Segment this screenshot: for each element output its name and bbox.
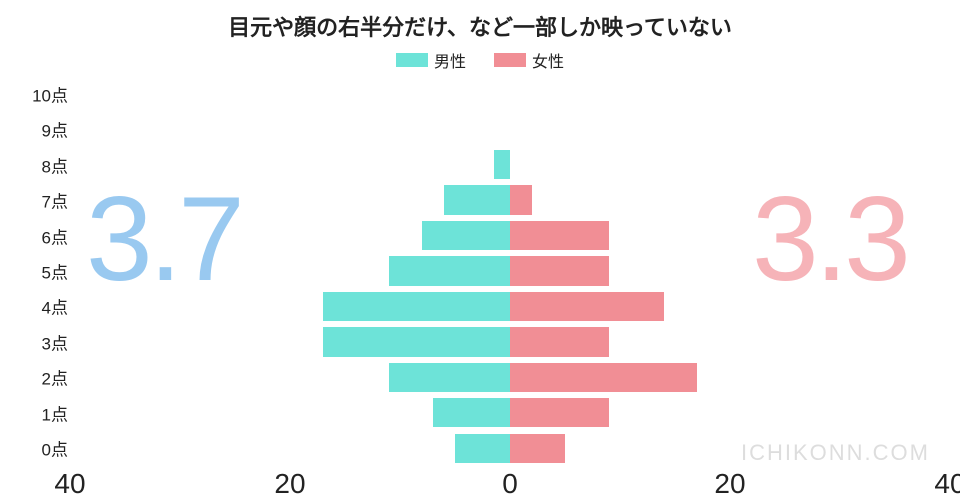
legend-swatch-female [494,53,526,67]
bar-male [389,256,510,285]
y-tick-label: 0点 [42,436,68,461]
x-axis: 402002040 [70,466,950,504]
y-tick-label: 6点 [42,223,68,248]
legend: 男性 女性 [0,48,960,72]
bar-female [510,256,609,285]
bar-male [444,185,510,214]
bar-female [510,434,565,463]
chart-row [70,324,950,359]
bar-male [422,221,510,250]
x-tick-label: 20 [714,468,745,500]
bar-male [323,327,510,356]
chart-row [70,360,950,395]
legend-label-male: 男性 [434,48,466,72]
x-tick-label: 20 [274,468,305,500]
y-tick-label: 5点 [42,258,68,283]
chart-row [70,147,950,182]
y-tick-label: 4点 [42,294,68,319]
y-tick-label: 3点 [42,329,68,354]
y-tick-label: 7点 [42,188,68,213]
x-tick-label: 40 [54,468,85,500]
bar-male [389,363,510,392]
legend-swatch-male [396,53,428,67]
bar-male [323,292,510,321]
chart-area [70,76,950,466]
y-tick-label: 8点 [42,152,68,177]
legend-label-female: 女性 [532,48,564,72]
y-tick-label: 1点 [42,400,68,425]
bar-male [455,434,510,463]
x-tick-label: 40 [934,468,960,500]
bar-female [510,363,697,392]
legend-item-male: 男性 [396,48,466,72]
chart-row [70,253,950,288]
plot-area [70,76,950,466]
chart-title: 目元や顔の右半分だけ、など一部しか映っていない [0,0,960,42]
chart-row [70,289,950,324]
x-tick-label: 0 [502,468,518,500]
legend-item-female: 女性 [494,48,564,72]
y-tick-label: 9点 [42,117,68,142]
chart-row [70,111,950,146]
bar-female [510,292,664,321]
bar-male [494,150,511,179]
chart-row [70,76,950,111]
chart-row [70,218,950,253]
bar-female [510,185,532,214]
chart-row [70,395,950,430]
watermark: ICHIKONN.COM [741,440,930,466]
bar-female [510,327,609,356]
y-tick-label: 10点 [32,81,68,106]
bar-female [510,398,609,427]
chart-row [70,182,950,217]
bar-female [510,221,609,250]
bar-male [433,398,510,427]
y-tick-label: 2点 [42,365,68,390]
